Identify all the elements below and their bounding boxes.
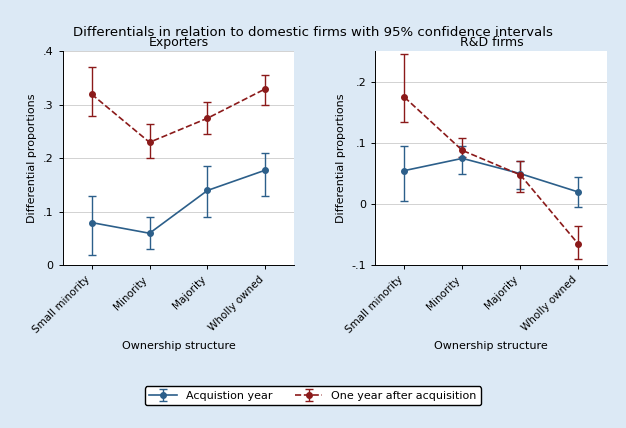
Title: R&D firms: R&D firms: [459, 36, 523, 49]
Text: Differentials in relation to domestic firms with 95% confidence intervals: Differentials in relation to domestic fi…: [73, 26, 553, 39]
X-axis label: Ownership structure: Ownership structure: [121, 341, 235, 351]
Legend: Acquistion year, One year after acquisition: Acquistion year, One year after acquisit…: [145, 386, 481, 405]
Title: Exporters: Exporters: [148, 36, 208, 49]
Y-axis label: Differential proportions: Differential proportions: [28, 94, 38, 223]
Y-axis label: Differential proportions: Differential proportions: [336, 94, 346, 223]
X-axis label: Ownership structure: Ownership structure: [434, 341, 548, 351]
